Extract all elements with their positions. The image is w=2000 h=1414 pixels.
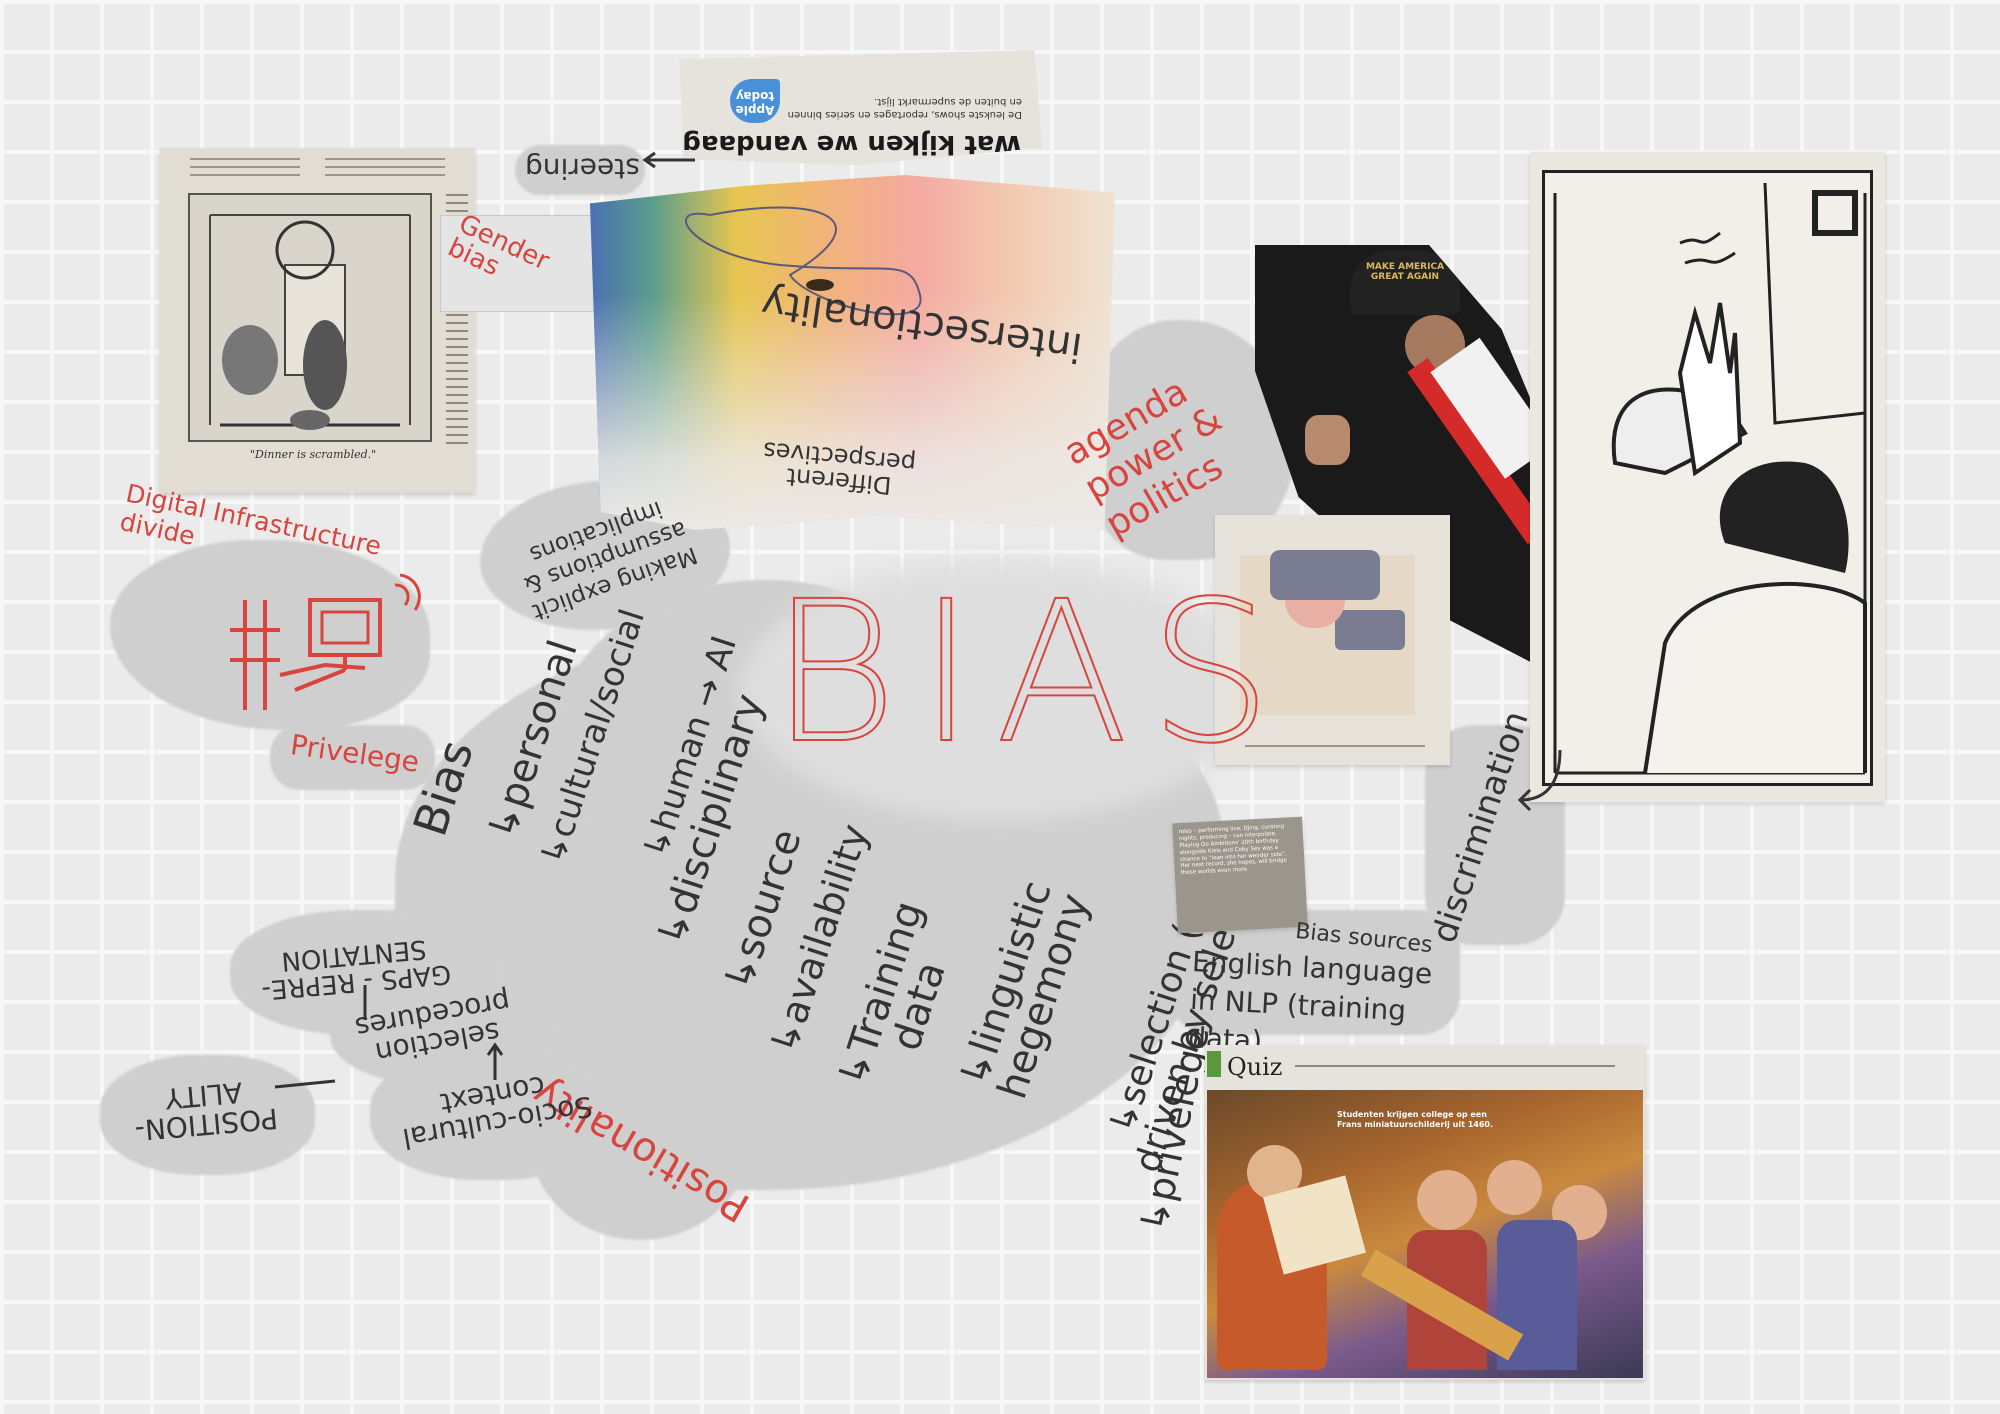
cartoon-drawing <box>188 193 432 442</box>
gaps-blob <box>230 910 505 1035</box>
apple-today-logo: Apple today <box>730 79 780 123</box>
bias-title: BIAS <box>769 559 1293 786</box>
cartoon-caption: "Dinner is scrambled." <box>250 448 377 461</box>
gender-bias-box <box>440 215 602 312</box>
cap: MAKE AMERICA GREAT AGAIN <box>1350 250 1460 315</box>
digital-divide-blob <box>110 540 430 730</box>
headline-clipping: Wat kijken we vandaag? De leukste shows,… <box>679 50 1042 165</box>
different-perspectives-note: Different perspectives <box>761 436 917 500</box>
drawing-clipping <box>1530 152 1885 802</box>
watercolor-loop <box>684 206 922 316</box>
headline-subtext: De leukste shows, reportages en series b… <box>787 96 1022 120</box>
cartoon-clipping: "Dinner is scrambled." <box>160 148 475 493</box>
quiz-label: Quiz <box>1227 1053 1283 1081</box>
digital-divide-drawing <box>230 573 421 710</box>
quiz-caption: Studenten krijgen college op een Frans m… <box>1337 1110 1494 1130</box>
drawing-lines <box>1553 182 1867 775</box>
drawing-frame <box>1542 170 1873 786</box>
positionality-line <box>274 1079 336 1089</box>
fist <box>1305 415 1350 465</box>
quiz-clipping: Quiz Studenten krijgen college op een Fr… <box>1205 1045 1645 1380</box>
quiz-painting: Studenten krijgen college op een Frans m… <box>1207 1090 1643 1378</box>
comic-fist <box>1335 610 1405 650</box>
steering-note: steering <box>525 152 640 185</box>
headline-text: Wat kijken we vandaag? <box>667 129 1022 159</box>
cap-text: MAKE AMERICA GREAT AGAIN <box>1365 262 1445 282</box>
steering-blob <box>515 145 645 195</box>
apple-today-logo-text: Apple today <box>735 89 775 117</box>
gaps-line <box>363 985 367 1020</box>
cartoon-lines <box>209 214 411 430</box>
small-text-clipping-text: roles – performing live, DJing, curating… <box>1178 823 1288 877</box>
privelege-left-blob <box>270 725 435 790</box>
small-text-clipping: roles – performing live, DJing, curating… <box>1172 816 1308 934</box>
positionality-blob <box>100 1055 315 1175</box>
steering-arrow <box>642 151 695 169</box>
discrimination-arrow <box>1517 749 1562 812</box>
bias-title-blob <box>740 560 1260 820</box>
quiz-marker <box>1207 1051 1221 1077</box>
comic-clipping <box>1215 515 1450 765</box>
watercolor-clipping: intersectionality Different perspectives <box>590 175 1115 530</box>
procedures-arrow <box>486 1042 504 1080</box>
comic-figure <box>1270 550 1380 600</box>
